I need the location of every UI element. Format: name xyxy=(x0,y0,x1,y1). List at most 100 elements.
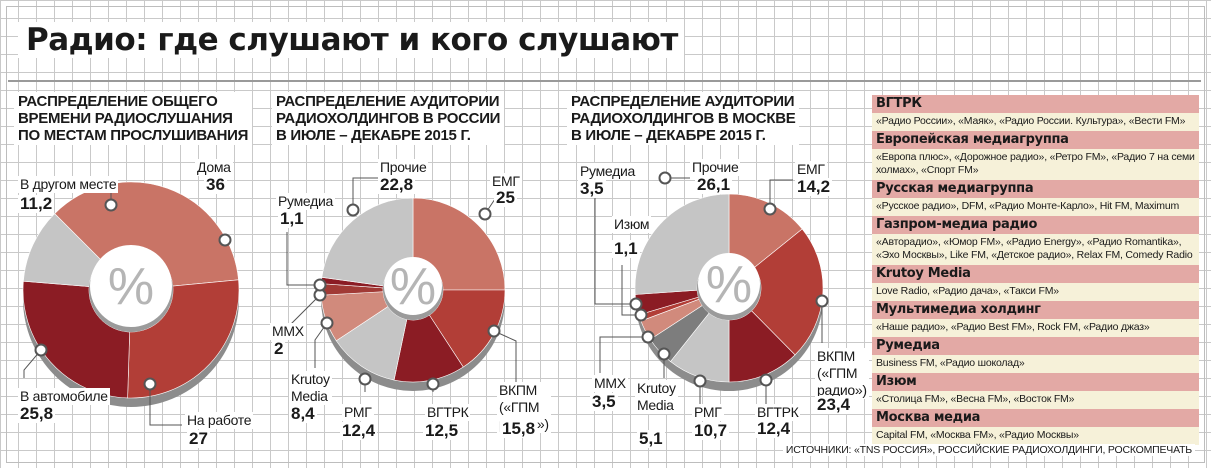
donut-1: % xyxy=(22,181,240,426)
slice-label-line: РМГ xyxy=(344,404,372,420)
donut-3-hole xyxy=(698,253,760,315)
slice-marker xyxy=(657,347,671,361)
slice-label-line: Румедиа xyxy=(580,163,635,179)
chart-1-title: РАСПРЕДЕЛЕНИЕ ОБЩЕГО ВРЕМЕНИ РАДИОСЛУШАН… xyxy=(14,92,253,145)
slice-marker xyxy=(759,373,773,387)
chart-3-title-line: РАСПРЕДЕЛЕНИЕ АУДИТОРИИ xyxy=(571,93,795,110)
slice-value: 27 xyxy=(187,429,210,448)
slice-marker xyxy=(641,330,655,344)
slice-marker xyxy=(320,316,334,330)
slice-value: 25 xyxy=(494,188,517,207)
slice-label-line: ВКПМ xyxy=(817,348,856,364)
chart-3-title-line: В ИЮЛЕ – ДЕКАБРЕ 2015 Г. xyxy=(571,127,766,144)
slice-marker xyxy=(634,308,648,322)
donut-3: % xyxy=(594,171,829,405)
legend-holding-stations: Business FM, «Радио шоколад» xyxy=(872,355,1199,373)
slice-label-line: ВКПМ xyxy=(499,382,538,398)
slice-value: 23,4 xyxy=(815,395,853,414)
leader-line xyxy=(149,384,182,426)
legend-holding-stations: Love Radio, «Радио дача», «Такси FM» xyxy=(872,283,1199,301)
slice-value: 22,8 xyxy=(378,175,416,194)
slice-label-line: радио») xyxy=(817,382,867,398)
slice-value: 10,7 xyxy=(692,421,730,440)
slice-label-line: Прочие xyxy=(380,159,427,175)
slice-value: 26,1 xyxy=(695,175,733,194)
slice-value: 15,8 xyxy=(500,419,538,438)
slice-label: ЕМГ xyxy=(795,161,827,178)
chart-2-title-line: РАДИОХОЛДИНГОВ В РОССИИ xyxy=(276,110,501,127)
leader-line xyxy=(599,336,648,373)
slice-label: В автомобиле xyxy=(18,388,110,405)
donut-1-slice xyxy=(127,279,240,399)
leader-line xyxy=(594,195,636,305)
legend-holding-name: Мультимедиа холдинг xyxy=(872,301,1199,319)
slice-value: 12,4 xyxy=(340,421,378,440)
leader-line xyxy=(314,322,328,368)
slice-marker xyxy=(487,324,501,338)
leader-line xyxy=(23,349,42,378)
slice-marker xyxy=(218,233,232,247)
legend-holding-stations: «Столица FM», «Весна FM», «Восток FM» xyxy=(872,391,1199,409)
chart-2-title: РАСПРЕДЕЛЕНИЕ АУДИТОРИИ РАДИОХОЛДИНГОВ В… xyxy=(272,92,505,145)
slice-value: 1,1 xyxy=(278,209,306,228)
leader-line xyxy=(769,179,793,209)
slice-label-line: Прочие xyxy=(692,159,739,175)
slice-value: 3,5 xyxy=(578,179,606,198)
legend-holding-name: Изюм xyxy=(872,373,1199,391)
slice-value: 8,4 xyxy=(289,404,317,423)
chart-1-title-line: ПО МЕСТАМ ПРОСЛУШИВАНИЯ xyxy=(18,127,249,144)
slice-label: ЕМГ xyxy=(490,173,522,190)
frame xyxy=(6,6,1205,463)
slice-marker xyxy=(629,297,643,311)
sources-note: ИСТОЧНИКИ: «TNS РОССИЯ», РОССИЙСКИЕ РАДИ… xyxy=(782,444,1195,456)
slice-value: 3,5 xyxy=(590,392,618,411)
slice-marker xyxy=(478,207,492,221)
legend-holding-stations: «Радио России», «Маяк», «Радио России. К… xyxy=(872,113,1199,131)
leader-line xyxy=(286,232,320,286)
slice-label: Изюм xyxy=(612,216,652,233)
slice-label: Румедиа xyxy=(276,193,335,210)
chart-2-title-line: В ИЮЛЕ – ДЕКАБРЕ 2015 Г. xyxy=(276,127,471,144)
slice-label-line: («ГПМ xyxy=(817,365,858,381)
legend-holding-name: ВГТРК xyxy=(872,95,1199,113)
donut-3-center-label: % xyxy=(706,256,752,314)
legend-holding-stations: Capital FM, «Москва FM», «Радио Москвы» xyxy=(872,427,1199,445)
slice-marker xyxy=(815,294,829,308)
slice-marker xyxy=(104,198,118,212)
chart-1-title-line: ВРЕМЕНИ РАДИОСЛУШАНИЯ xyxy=(18,110,233,127)
slice-label-line: Румедиа xyxy=(278,193,333,209)
page-title: Радио: где слушают и кого слушают xyxy=(18,22,684,58)
legend-holding-name: Газпром-медиа радио xyxy=(872,216,1199,234)
legend-holding-name: Русская медиагруппа xyxy=(872,180,1199,198)
slice-marker xyxy=(426,377,440,391)
donut-2-hole xyxy=(384,257,442,315)
chart-2-title-line: РАСПРЕДЕЛЕНИЕ АУДИТОРИИ xyxy=(276,93,500,110)
slice-label-line: Krutoy xyxy=(637,380,676,396)
chart-3-title: РАСПРЕДЕЛЕНИЕ АУДИТОРИИ РАДИОХОЛДИНГОВ В… xyxy=(567,92,800,145)
donut-2-center-label: % xyxy=(390,258,436,316)
slice-label: РМГ xyxy=(342,404,374,421)
legend-holding-name: Krutoy Media xyxy=(872,265,1199,283)
slice-label: РМГ xyxy=(692,404,724,421)
legend-holding-stations: «Наше радио», «Радио Best FM», Rock FM, … xyxy=(872,319,1199,337)
slice-marker xyxy=(763,202,777,216)
donut-2: % xyxy=(286,177,517,392)
slice-label: Krutoy Media xyxy=(635,380,678,414)
legend-holding-stations: «Авторадио», «Юмор FM», «Радио Energy», … xyxy=(872,234,1199,265)
slice-label-line: Изюм xyxy=(614,216,650,232)
donut-1-hole xyxy=(90,245,172,327)
slice-label: ММХ xyxy=(592,375,628,392)
slice-label: Krutoy Media xyxy=(289,371,332,405)
slice-label: ВГТРК xyxy=(755,404,801,421)
slice-label-line: Krutoy xyxy=(291,371,330,387)
slice-marker xyxy=(313,278,327,292)
slice-value: 5,1 xyxy=(637,429,665,448)
slice-label-line: («ГПМ xyxy=(499,399,540,415)
legend-holding-name: Румедиа xyxy=(872,337,1199,355)
chart-1-title-line: РАСПРЕДЕЛЕНИЕ ОБЩЕГО xyxy=(18,93,218,110)
holdings-legend: ВГТРК «Радио России», «Маяк», «Радио Росс… xyxy=(872,95,1199,445)
slice-value: 12,5 xyxy=(423,421,461,440)
slice-label: Прочие xyxy=(690,159,741,176)
